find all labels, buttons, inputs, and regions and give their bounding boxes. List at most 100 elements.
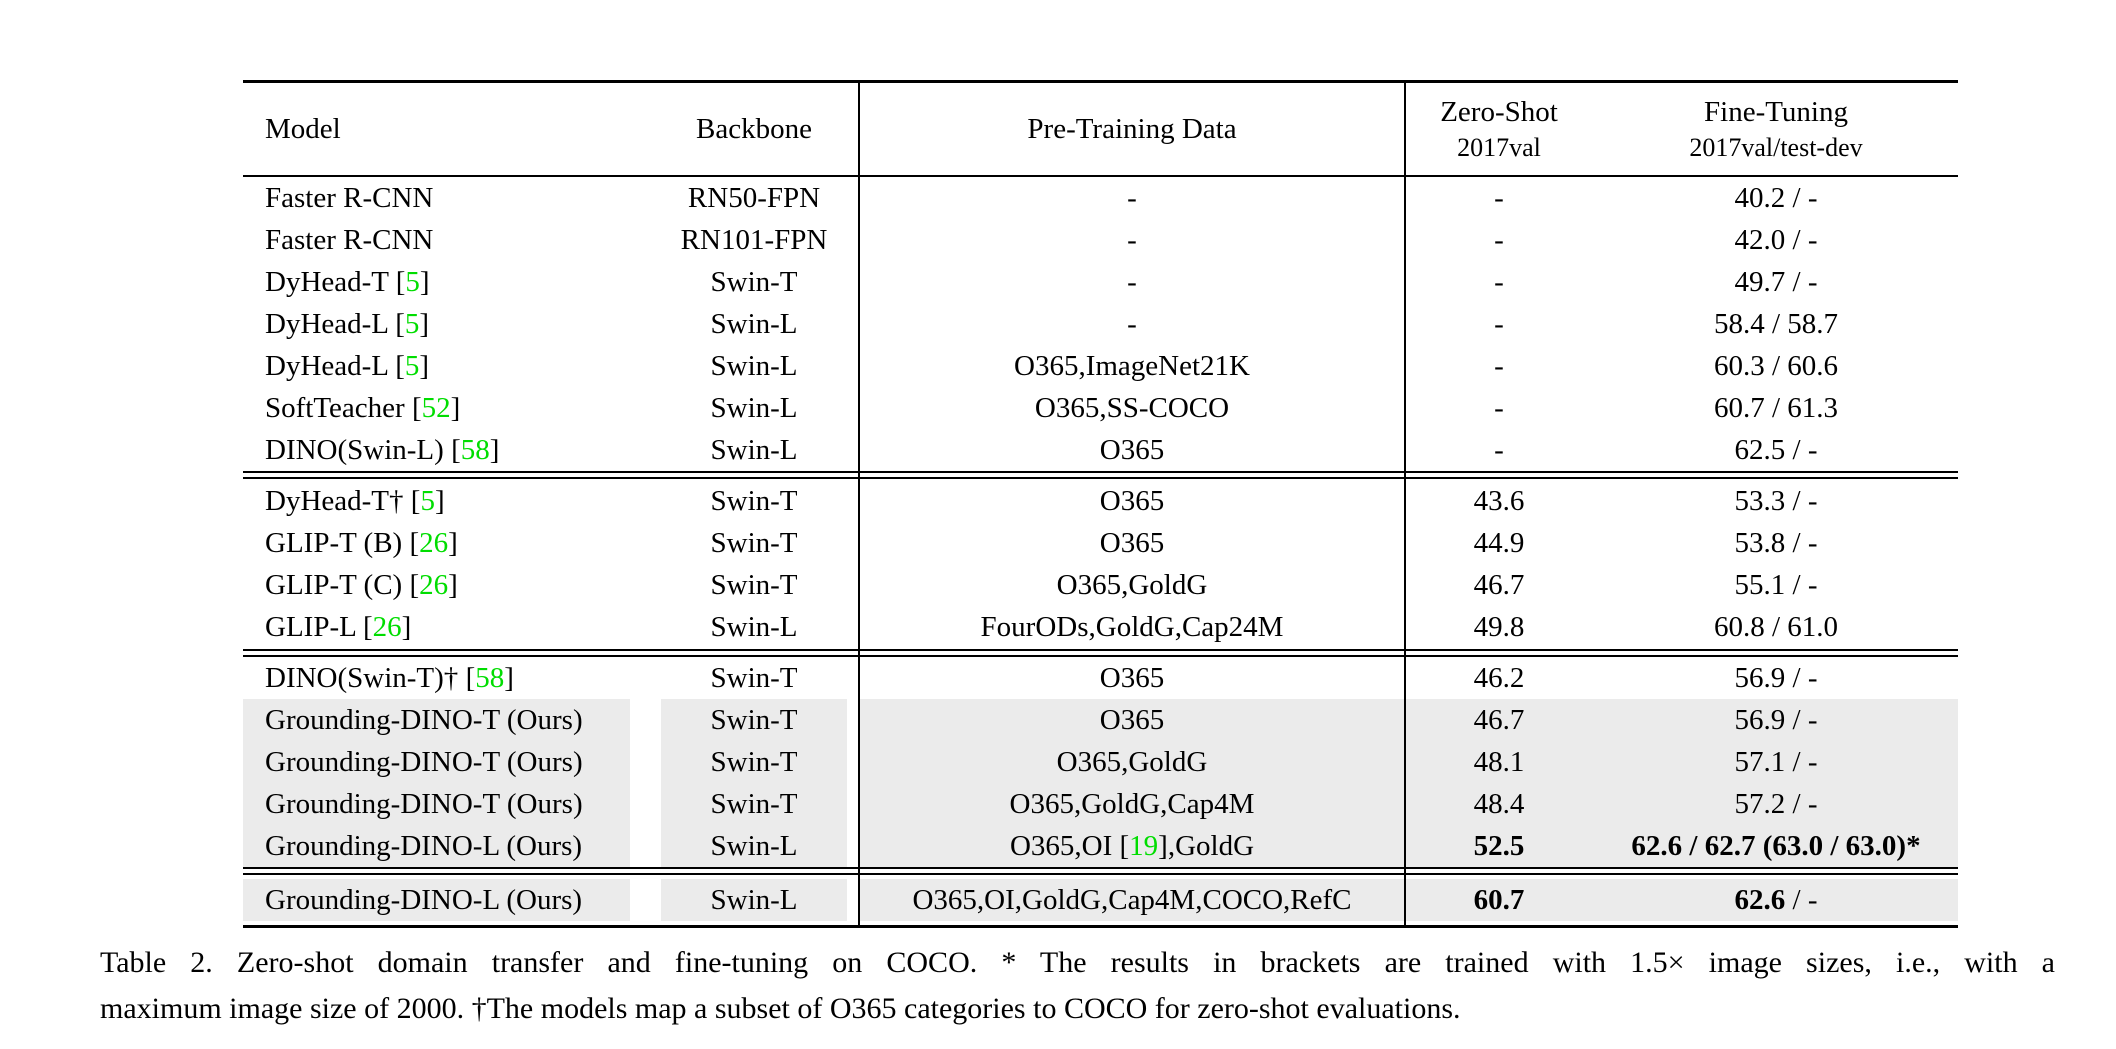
cell-model: DyHead-L [5] <box>265 350 430 382</box>
cell-pretraining-data: - <box>1127 224 1137 256</box>
table-row: GLIP-L [26] Swin-L FourODs,GoldG,Cap24M 49.… <box>243 606 1958 648</box>
header-fine-tuning-title: Fine-Tuning <box>1704 96 1848 128</box>
caption-line-2: maximum image size of 2000. †The models … <box>100 992 1461 1025</box>
cell-fine-tuning: 53.3 / - <box>1734 485 1818 517</box>
cell-pretraining-data: FourODs,GoldG,Cap24M <box>980 611 1284 643</box>
cell-fine-tuning: 40.2 / - <box>1734 182 1818 214</box>
cell-pretraining-data: O365,GoldG,Cap4M <box>1009 788 1255 820</box>
table-row: DyHead-L [5] Swin-L - - 58.4 / 58.7 <box>243 303 1958 345</box>
cell-backbone: Swin-T <box>710 266 798 298</box>
table-row: Faster R-CNN RN50-FPN - - 40.2 / - <box>243 177 1958 219</box>
cell-fine-tuning: 60.7 / 61.3 <box>1713 392 1839 424</box>
table-top-rule <box>243 80 1958 83</box>
cell-pretraining-data: O365 <box>1099 485 1165 517</box>
header-pretraining-data: Pre-Training Data <box>1027 113 1237 145</box>
bold-value: 62.6 / 62.7 (63.0 / 63.0)* <box>1631 830 1921 862</box>
table-row: Grounding-DINO-T (Ours) Swin-T O365,GoldG,… <box>243 783 1958 825</box>
table-header-row: Model Backbone Pre-Training Data Zero-Sh… <box>243 83 1958 175</box>
cell-model: DINO(Swin-T)† [58] <box>265 662 514 694</box>
cell-zero-shot: 46.2 <box>1473 662 1525 694</box>
table-group: DyHead-T† [5] Swin-T O365 43.6 53.3 / - GLIP-… <box>243 479 1958 649</box>
header-model: Model <box>265 113 341 145</box>
cell-zero-shot: - <box>1494 350 1504 382</box>
cell-zero-shot: - <box>1494 266 1504 298</box>
row-highlight-background <box>860 825 1958 867</box>
table-caption: Table 2. Zero-shot domain transfer and f… <box>100 940 2055 1032</box>
cell-model: GLIP-L [26] <box>265 611 412 643</box>
citation-number: 58 <box>475 662 505 694</box>
table-row: DINO(Swin-T)† [58] Swin-T O365 46.2 56.9 / - <box>243 657 1958 699</box>
cell-backbone: Swin-L <box>661 825 847 867</box>
cell-backbone: Swin-L <box>710 434 798 466</box>
cell-zero-shot: 48.4 <box>1473 788 1525 820</box>
cell-model: GLIP-T (C) [26] <box>265 569 458 601</box>
cell-pretraining-data: O365,GoldG <box>1056 746 1208 778</box>
cell-zero-shot: - <box>1494 182 1504 214</box>
cell-pretraining-data: O365,ImageNet21K <box>1014 350 1250 382</box>
header-zero-shot-subtitle: 2017val <box>1457 133 1541 162</box>
citation-number: 19 <box>1129 830 1159 862</box>
cell-backbone: Swin-T <box>661 741 847 783</box>
cell-backbone: Swin-T <box>710 569 798 601</box>
table-row: GLIP-T (C) [26] Swin-T O365,GoldG 46.7 55.1 … <box>243 564 1958 606</box>
header-separator-rule <box>243 175 1958 177</box>
cell-zero-shot: 48.1 <box>1473 746 1525 778</box>
cell-backbone: Swin-T <box>710 485 798 517</box>
cell-backbone: Swin-L <box>710 392 798 424</box>
group-separator-rule <box>243 471 1958 479</box>
citation-number: 26 <box>372 611 402 643</box>
bold-value: 62.6 <box>1734 884 1786 916</box>
cell-zero-shot: - <box>1494 224 1504 256</box>
citation-number: 52 <box>421 392 451 424</box>
cell-pretraining-data: O365 <box>1099 704 1165 736</box>
cell-zero-shot: - <box>1494 392 1504 424</box>
table-group: Grounding-DINO-L (Ours) Swin-L O365,OI,Gol… <box>243 875 1958 925</box>
cell-fine-tuning: 62.6 / 62.7 (63.0 / 63.0)* <box>1594 825 1958 867</box>
results-table: Model Backbone Pre-Training Data Zero-Sh… <box>243 80 1958 928</box>
cell-zero-shot: 60.7 <box>1404 879 1594 921</box>
row-highlight-background <box>860 741 1958 783</box>
cell-zero-shot: 43.6 <box>1473 485 1525 517</box>
cell-model: DyHead-L [5] <box>265 308 430 340</box>
row-highlight-background <box>860 783 1958 825</box>
cell-model: Faster R-CNN <box>265 182 434 214</box>
cell-backbone: Swin-L <box>661 879 847 921</box>
table-row: GLIP-T (B) [26] Swin-T O365 44.9 53.8 / - <box>243 522 1958 564</box>
bold-value: 52.5 <box>1473 830 1525 862</box>
cell-pretraining-data: O365,OI [19],GoldG <box>1009 830 1255 862</box>
table-row: Grounding-DINO-T (Ours) Swin-T O365 46.7 56.… <box>243 699 1958 741</box>
cell-backbone: Swin-L <box>710 350 798 382</box>
table-row: SoftTeacher [52] Swin-L O365,SS-COCO - 60.7 … <box>243 387 1958 429</box>
table-body: Faster R-CNN RN50-FPN - -40.2 / - Faster R-C… <box>243 177 1958 925</box>
row-highlight-background <box>860 879 1958 921</box>
cell-pretraining-data: O365,OI,GoldG,Cap4M,COCO,RefC <box>912 884 1352 916</box>
cell-backbone: Swin-T <box>710 662 798 694</box>
cell-model: DyHead-T† [5] <box>265 485 445 517</box>
bold-value: 60.7 <box>1473 884 1525 916</box>
group-separator-rule <box>243 649 1958 657</box>
cell-pretraining-data: O365 <box>1099 527 1165 559</box>
table-row: DyHead-T† [5] Swin-T O365 43.6 53.3 / - <box>243 480 1958 522</box>
column-divider-pretrain-zeroshot <box>1404 83 1406 925</box>
table-row: Grounding-DINO-T (Ours) Swin-T O365,GoldG 4… <box>243 741 1958 783</box>
cell-pretraining-data: O365,GoldG <box>1056 569 1208 601</box>
table-row: Faster R-CNN RN101-FPN - - 42.0 / - <box>243 219 1958 261</box>
cell-fine-tuning: 62.6 / - <box>1734 884 1818 916</box>
caption-line-1: Table 2. Zero-shot domain transfer and f… <box>100 946 2055 979</box>
cell-fine-tuning: 62.5 / - <box>1734 434 1818 466</box>
cell-backbone: Swin-T <box>661 783 847 825</box>
header-zero-shot: Zero-Shot 2017val <box>1404 83 1594 175</box>
header-fine-tuning: Fine-Tuning 2017val/test-dev <box>1594 83 1958 175</box>
cell-zero-shot: 46.7 <box>1473 704 1525 736</box>
cell-fine-tuning: 49.7 / - <box>1734 266 1818 298</box>
header-zero-shot-title: Zero-Shot <box>1440 96 1558 128</box>
cell-model: Grounding-DINO-T (Ours) <box>243 741 630 783</box>
cell-pretraining-data: - <box>1127 266 1137 298</box>
cell-model: DINO(Swin-L) [58] <box>265 434 500 466</box>
cell-backbone: Swin-T <box>710 527 798 559</box>
cell-backbone: RN101-FPN <box>680 224 828 256</box>
cell-zero-shot: - <box>1494 434 1504 466</box>
citation-number: 58 <box>460 434 490 466</box>
cell-zero-shot: 49.8 <box>1473 611 1525 643</box>
cell-model: DyHead-T [5] <box>265 266 430 298</box>
